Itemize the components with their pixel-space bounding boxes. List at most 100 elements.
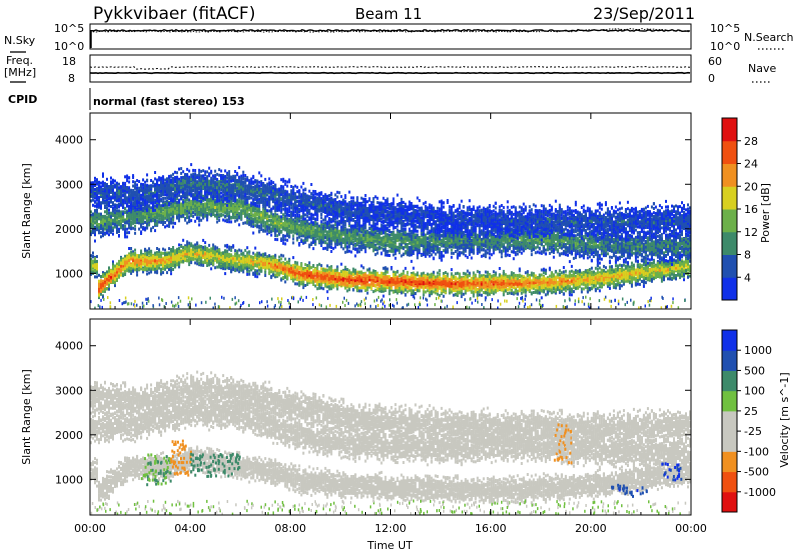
power-cell xyxy=(536,276,539,280)
power-cell xyxy=(370,287,373,290)
power-cell xyxy=(432,290,435,294)
power-cell xyxy=(480,282,483,286)
power-cell xyxy=(328,285,331,289)
power-cell xyxy=(200,251,203,255)
power-cell xyxy=(202,245,205,249)
power-cell xyxy=(516,283,519,287)
power-cell xyxy=(190,254,193,258)
power-cell xyxy=(138,263,141,267)
power-cell xyxy=(444,280,447,284)
power-cell xyxy=(272,259,275,263)
power-cell xyxy=(484,278,487,282)
power-cell xyxy=(242,262,245,266)
power-cell xyxy=(500,288,503,292)
power-cell xyxy=(136,273,139,277)
power-cell xyxy=(270,274,273,278)
power-cell xyxy=(202,255,205,259)
power-cell xyxy=(264,256,267,260)
power-cell xyxy=(112,265,114,269)
power-cell xyxy=(284,275,287,279)
power-cell xyxy=(406,286,409,290)
power-cell xyxy=(564,289,567,293)
power-cell xyxy=(144,265,147,268)
power-cell xyxy=(342,282,345,286)
power-cell xyxy=(372,290,375,294)
power-cell xyxy=(392,290,395,294)
power-cell xyxy=(346,271,349,275)
power-cell xyxy=(414,288,417,291)
power-cell xyxy=(372,274,375,278)
power-cell xyxy=(514,277,517,281)
power-cell xyxy=(120,273,122,277)
power-cell xyxy=(524,276,527,280)
power-cell xyxy=(216,254,219,258)
power-cell xyxy=(156,247,159,250)
power-cell xyxy=(334,272,337,276)
power-cell xyxy=(420,282,423,286)
freq-label-line1: Freq. xyxy=(6,54,33,67)
power-cell xyxy=(362,273,365,277)
power-cell xyxy=(140,258,143,262)
power-cell xyxy=(288,262,291,266)
power-cell xyxy=(132,269,135,273)
power-cell xyxy=(360,264,363,268)
power-cell xyxy=(426,272,429,276)
power-cell xyxy=(122,257,125,261)
power-cell xyxy=(344,270,347,274)
power-cell xyxy=(296,272,299,276)
power-cell xyxy=(380,271,383,275)
power-cell xyxy=(552,281,555,284)
power-cell xyxy=(506,292,509,295)
power-cell xyxy=(562,274,565,278)
power-cell xyxy=(296,265,299,269)
power-cell xyxy=(302,274,305,278)
power-cell xyxy=(158,266,161,270)
power-cell xyxy=(330,269,333,272)
power-cell xyxy=(454,275,457,279)
power-cell xyxy=(330,267,333,271)
power-cell xyxy=(126,269,129,273)
power-cell xyxy=(106,270,108,274)
power-cell xyxy=(466,280,469,284)
power-cell xyxy=(512,283,515,286)
power-cell xyxy=(454,292,457,296)
power-cell xyxy=(380,275,383,279)
power-cell xyxy=(166,265,169,269)
power-cell xyxy=(248,262,251,266)
power-cell xyxy=(218,259,221,263)
power-cell xyxy=(410,286,413,290)
power-cell xyxy=(556,282,559,286)
power-cell xyxy=(524,285,527,289)
power-cell xyxy=(230,257,233,260)
power-cell xyxy=(312,264,315,267)
power-cell xyxy=(348,278,351,282)
power-cell xyxy=(548,266,551,270)
power-cell xyxy=(354,270,357,274)
power-cell xyxy=(114,271,116,275)
power-cell xyxy=(348,275,351,279)
power-cell xyxy=(278,259,281,262)
power-cell xyxy=(142,258,145,262)
power-cell xyxy=(372,271,375,275)
power-cell xyxy=(384,287,387,291)
power-cell xyxy=(326,282,329,286)
power-cell xyxy=(512,274,515,277)
power-cell xyxy=(358,275,361,279)
power-cell xyxy=(246,251,249,255)
power-cell xyxy=(482,291,485,294)
power-cell xyxy=(444,286,447,290)
power-cell xyxy=(320,283,323,287)
power-cell xyxy=(336,272,339,276)
power-cell xyxy=(472,271,475,275)
power-cell xyxy=(146,249,149,253)
power-cell xyxy=(332,270,335,274)
power-cell xyxy=(170,272,173,276)
power-cell xyxy=(378,284,381,288)
power-cell xyxy=(402,271,405,275)
power-cell xyxy=(136,260,139,264)
power-cell xyxy=(204,252,207,256)
power-cell xyxy=(358,281,361,285)
power-cell xyxy=(290,275,293,278)
power-cell xyxy=(256,261,259,265)
power-cell xyxy=(148,250,151,254)
